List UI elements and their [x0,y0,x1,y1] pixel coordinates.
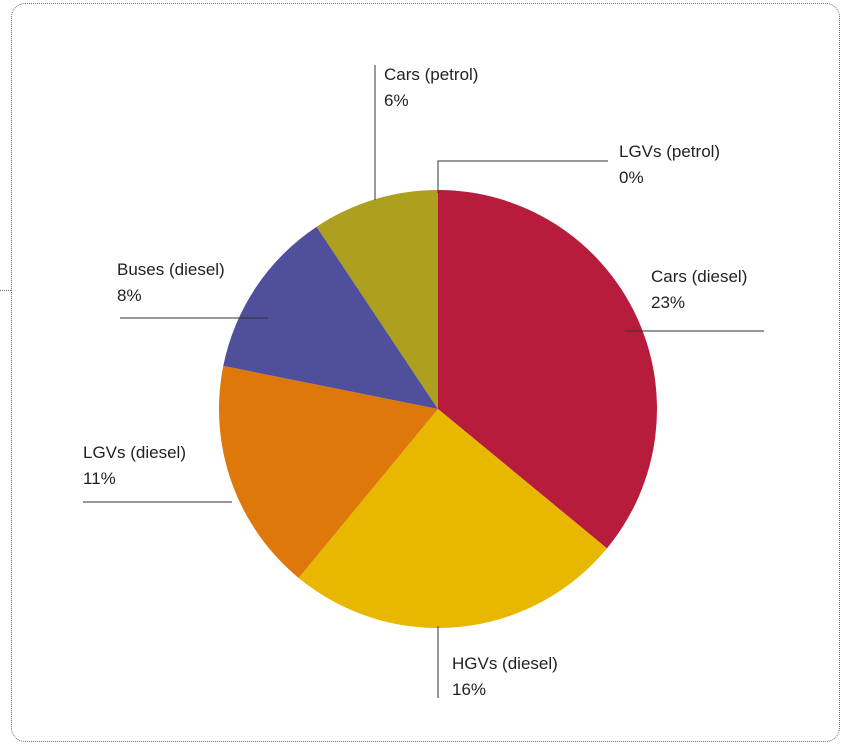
slice-label-cars-diesel: Cars (diesel) [651,267,747,286]
slice-percent-cars-petrol: 6% [384,91,409,110]
slice-percent-lgvs-petrol: 0% [619,168,644,187]
slice-percent-cars-diesel: 23% [651,293,685,312]
slice-buses-diesel [223,226,438,409]
frame-connector [0,290,11,291]
slice-label-lgvs-petrol: LGVs (petrol) [619,142,720,161]
slice-label-lgvs-diesel: LGVs (diesel) [83,443,186,462]
slice-label-hgvs-diesel: HGVs (diesel) [452,654,558,673]
slice-cars-petrol [316,190,438,409]
leader-line-lgvs-petrol [437,160,608,193]
slice-cars-diesel [438,190,658,549]
slice-hgvs-diesel [298,409,607,629]
slice-percent-lgvs-diesel: 11% [83,469,116,488]
slice-lgvs-diesel [219,365,438,578]
chart-frame [11,3,840,742]
slice-label-cars-petrol: Cars (petrol) [384,65,478,84]
slice-label-buses-diesel: Buses (diesel) [117,260,225,279]
slice-percent-buses-diesel: 8% [117,286,142,305]
slice-percent-hgvs-diesel: 16% [452,680,486,699]
